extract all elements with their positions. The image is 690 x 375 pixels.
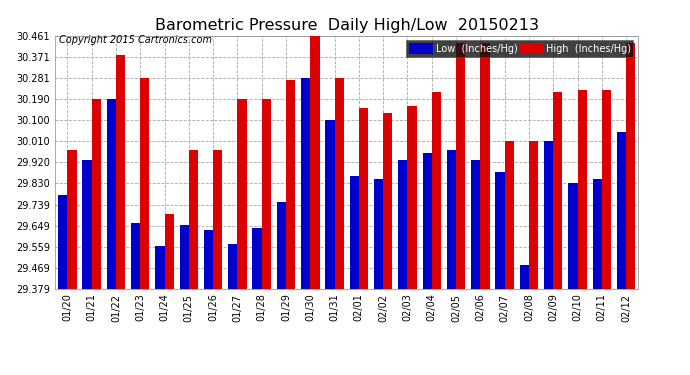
Bar — [578, 90, 586, 289]
Bar — [228, 244, 237, 289]
Bar — [456, 43, 465, 289]
Bar — [301, 78, 310, 289]
Bar — [593, 178, 602, 289]
Bar — [471, 160, 480, 289]
Bar — [286, 80, 295, 289]
Bar — [116, 55, 125, 289]
Bar — [374, 178, 383, 289]
Bar — [237, 99, 246, 289]
Bar — [553, 92, 562, 289]
Bar — [179, 225, 189, 289]
Bar — [495, 171, 504, 289]
Bar — [326, 120, 335, 289]
Bar — [617, 132, 626, 289]
Bar — [422, 153, 432, 289]
Bar — [213, 150, 222, 289]
Bar — [204, 230, 213, 289]
Bar — [92, 99, 101, 289]
Bar — [398, 160, 408, 289]
Bar — [350, 176, 359, 289]
Bar — [140, 78, 150, 289]
Bar — [569, 183, 578, 289]
Bar — [155, 246, 164, 289]
Bar — [189, 150, 198, 289]
Bar — [504, 141, 514, 289]
Legend: Low  (Inches/Hg), High  (Inches/Hg): Low (Inches/Hg), High (Inches/Hg) — [406, 40, 633, 57]
Bar — [529, 141, 538, 289]
Bar — [383, 113, 393, 289]
Bar — [277, 202, 286, 289]
Bar — [68, 150, 77, 289]
Bar — [310, 36, 319, 289]
Text: Copyright 2015 Cartronics.com: Copyright 2015 Cartronics.com — [59, 35, 212, 45]
Bar — [335, 78, 344, 289]
Bar — [262, 99, 271, 289]
Bar — [626, 43, 635, 289]
Bar — [359, 108, 368, 289]
Bar — [58, 195, 68, 289]
Bar — [447, 150, 456, 289]
Bar — [480, 43, 490, 289]
Bar — [432, 92, 441, 289]
Bar — [253, 228, 262, 289]
Bar — [131, 223, 140, 289]
Bar — [544, 141, 553, 289]
Bar — [520, 265, 529, 289]
Bar — [602, 90, 611, 289]
Title: Barometric Pressure  Daily High/Low  20150213: Barometric Pressure Daily High/Low 20150… — [155, 18, 539, 33]
Bar — [107, 99, 116, 289]
Bar — [164, 214, 174, 289]
Bar — [408, 106, 417, 289]
Bar — [82, 160, 92, 289]
